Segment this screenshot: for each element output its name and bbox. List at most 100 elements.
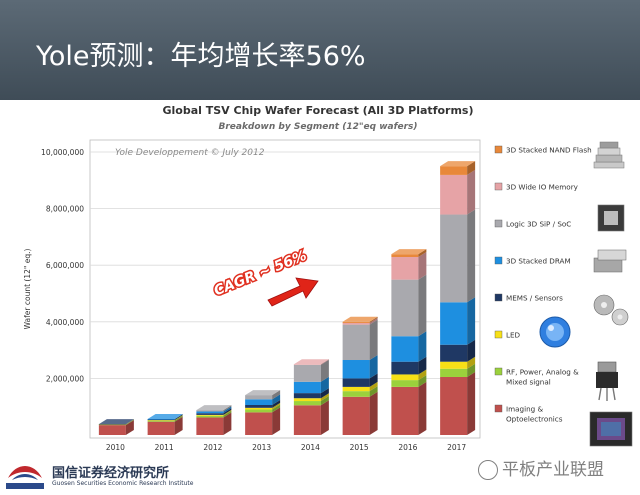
bar-segment-side [223,405,232,412]
bar-segment-side [418,249,427,257]
company-name-en: Guosen Securities Economic Research Inst… [52,480,194,487]
bar-segment [440,368,468,377]
bar-top [147,414,183,420]
bar-segment-side [272,390,281,400]
source-note: Yole Developpement © July 2012 [115,148,265,158]
bar-segment [440,376,468,435]
bar-segment-side [418,356,427,375]
bar-segment-side [369,319,378,361]
bar-segment-side [467,297,476,345]
bar-segment-side [125,419,134,425]
bar-segment-side [467,371,476,435]
legend-label-line: Optoelectronics [506,415,563,424]
x-tick-label: 2010 [106,443,125,452]
bar-segment-side [418,375,427,387]
slide-title: Yole预测：年均增长率56% [36,41,366,72]
bar-top [98,419,134,425]
bar-segment-side [223,409,232,416]
bar-segment-side [369,386,378,397]
bar-segment [293,405,321,435]
bar-segment-side [369,317,378,325]
legend-label-line: MEMS / Sensors [506,294,563,303]
bar-segment [196,414,224,416]
legend-label: Imaging & Optoelectronics [506,405,563,424]
slide-header: Yole预测：年均增长率56% [0,0,640,100]
bar-top [342,316,378,322]
legend: 3D Stacked NAND Flash 3D Wide IO Memory Lo… [494,146,592,424]
bar-segment-side [272,394,281,406]
bar-segment-side [125,419,134,426]
bar-top [196,405,232,411]
bar-segment [293,381,321,394]
x-tick-label: 2014 [301,443,320,452]
led-icon [539,316,571,348]
bar-segment [440,174,468,215]
bar-segment [440,361,468,369]
bar-segment-side [272,407,281,435]
nand-chip-stack-icon [593,141,625,169]
bar-segment-side [174,414,183,421]
x-tick-label: 2013 [252,443,271,452]
bar-segment-side [125,419,134,425]
chart-title: Global TSV Chip Wafer Forecast (All 3D P… [163,104,474,117]
bar-segment-side [223,412,232,435]
bar-segment [391,336,419,362]
legend-label-line: LED [506,331,521,340]
legend-label-line: 3D Wide IO Memory [506,183,579,192]
bar-segment [342,360,370,379]
bar-segment-side [369,391,378,435]
legend-label: Logic 3D SiP / SoC [506,220,571,229]
bar-segment [196,413,224,415]
chart-subtitle: Breakdown by Segment (12"eq wafers) [218,122,417,132]
bar-segment-side [174,416,183,435]
bar-segment [293,401,321,406]
bar-segment-side [223,406,232,414]
bar-segment-side [369,316,378,323]
bar-segment [245,412,273,435]
y-axis-label: Wafer count (12" eq.) [23,249,32,330]
bar-segment [147,421,175,435]
bar-segment [342,321,370,323]
y-tick-labels: 2,000,000 4,000,000 6,000,000 8,000,000 10,0… [41,148,84,383]
bar-segment-side [272,402,281,410]
bar-segment [196,415,224,418]
cpu-chip-icon [597,204,625,232]
bar-segment [147,419,175,421]
bar-segment-side [369,355,378,379]
gears-icon [593,294,629,326]
legend-label: MEMS / Sensors [506,294,563,303]
bar-segment [440,166,468,175]
bar-segment-side [467,161,476,175]
bar-segment [440,302,468,345]
bar-segment [147,420,175,421]
legend-label-line: RF, Power, Analog & [506,368,579,377]
bar-segment-side [174,415,183,421]
bar-segment [391,374,419,381]
bar-segment-side [320,400,329,435]
legend-swatch [494,330,503,339]
watermark: 平板产业联盟 [478,455,604,480]
bar-segment [391,256,419,280]
bar-segment-side [418,369,427,381]
tsv-forecast-chart: Global TSV Chip Wafer Forecast (All 3D P… [23,104,633,452]
bar-segment-side [467,339,476,362]
bar-segment [293,364,321,365]
bar-segment [98,424,126,425]
legend-swatch [494,256,503,265]
legend-swatch [494,404,503,413]
bar-segment [245,395,273,400]
bar-segment-side [223,410,232,418]
bar-segment [440,344,468,362]
bar-segment [147,420,175,422]
bar-top [391,249,427,255]
x-tick-label: 2015 [350,443,369,452]
bar-segment [342,396,370,435]
legend-label: 3D Stacked NAND Flash [506,146,592,155]
bar-segment [196,417,224,435]
dram-cube-icon [593,249,627,273]
bar-segment [98,425,126,435]
bar-segment-side [467,169,476,215]
bar-segment-side [125,420,134,435]
bar-segment-side [320,396,329,406]
bar-top [293,359,329,365]
